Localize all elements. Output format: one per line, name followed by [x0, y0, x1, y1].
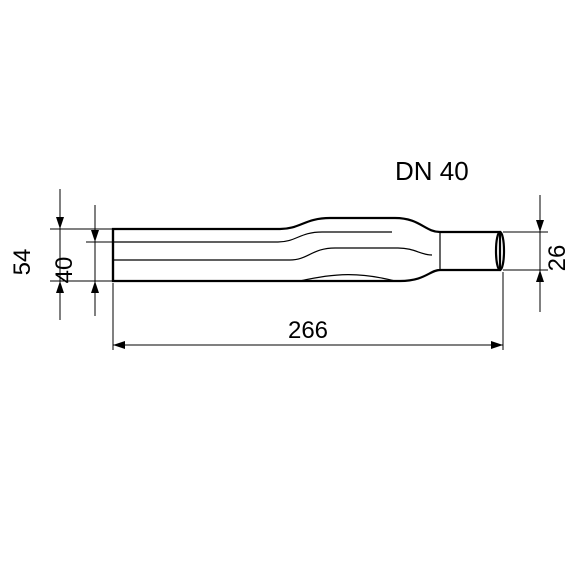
arrow-down-to-top	[536, 220, 544, 232]
arrow-down-to-top	[91, 230, 99, 242]
part-split-line	[113, 248, 432, 260]
arrow-down-to-top	[56, 217, 64, 229]
part-profile	[113, 218, 504, 281]
dim-length: 266	[113, 272, 503, 350]
dim-d26: 26	[503, 195, 571, 312]
dim-h54: 54	[9, 189, 113, 320]
arrow-left	[113, 341, 125, 349]
part-outer-outline	[113, 218, 500, 281]
technical-drawing: 266 54 40 26 DN 40	[0, 0, 588, 588]
dim-d26-value: 26	[544, 245, 571, 272]
dim-h54-value: 54	[9, 249, 36, 276]
arrow-right	[491, 341, 503, 349]
dim-h40-value: 40	[51, 257, 78, 284]
arrow-up-to-bot	[536, 270, 544, 282]
nominal-diameter-label: DN 40	[395, 156, 469, 186]
dim-length-value: 266	[288, 317, 328, 344]
part-top-inner-line	[113, 232, 392, 242]
arrow-up-to-bot	[91, 281, 99, 293]
